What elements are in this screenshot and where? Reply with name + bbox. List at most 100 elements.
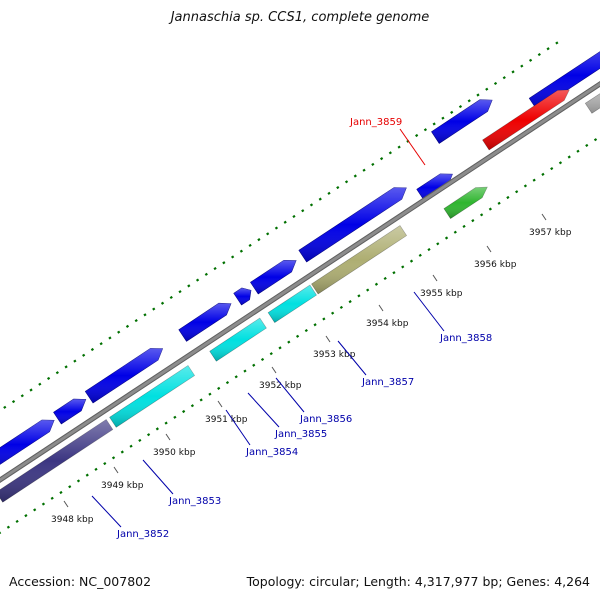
backbone-line-inner [0, 82, 600, 482]
ring-dot [120, 450, 124, 454]
ring-dot [33, 508, 37, 512]
forward-gene-shade [431, 99, 493, 144]
ring-dot [546, 47, 550, 51]
ring-dot [576, 149, 580, 153]
outer-dotted-ring [3, 41, 559, 409]
tick-mark [113, 466, 119, 474]
ring-dot [178, 290, 182, 294]
ring-dot [239, 249, 243, 253]
ring-dot [520, 64, 524, 68]
ring-dot [383, 276, 387, 281]
ring-dot [427, 247, 431, 252]
ring-dot [111, 456, 116, 460]
callout-line [91, 495, 122, 528]
ring-dot [287, 340, 291, 344]
ring-dot [485, 87, 489, 91]
ring-dot [103, 461, 107, 466]
ring-dot [90, 347, 95, 352]
ring-dot [458, 105, 463, 109]
gene-block-shade [311, 225, 407, 294]
tick-label: 3957 kbp [529, 228, 572, 238]
callout-line [275, 377, 305, 413]
ring-dot [550, 166, 554, 171]
ring-dot [248, 243, 252, 247]
ring-dot [208, 392, 212, 396]
ring-dot [309, 203, 314, 207]
forward-gene-shade [178, 303, 231, 342]
ring-dot [567, 155, 571, 159]
gene-label: Jann_3856 [299, 414, 352, 425]
ring-dot [64, 365, 68, 369]
tick-mark [486, 245, 492, 253]
tick-mark [325, 335, 331, 343]
forward-gene-shade [298, 187, 407, 262]
tick-mark [378, 304, 384, 312]
tick-label: 3953 kbp [313, 350, 356, 360]
ring-dot [392, 271, 396, 275]
ring-dot [99, 342, 103, 346]
tick-mark [165, 433, 171, 441]
map-title: Jannaschia sp. CCS1, complete genome [170, 10, 430, 25]
ring-dot [50, 496, 54, 500]
ring-dot [537, 52, 541, 57]
gene-block-shade [268, 285, 317, 323]
ring-dot [231, 255, 235, 259]
ring-dot [117, 330, 121, 334]
forward-strand-genes [0, 51, 600, 465]
ring-dot [73, 359, 77, 363]
ring-dot [327, 191, 331, 195]
ring-dot [213, 266, 217, 271]
ring-dot [357, 294, 361, 298]
ring-dot [506, 195, 510, 200]
ring-dot [41, 502, 46, 506]
ring-dot [450, 110, 454, 114]
ring-dot [225, 381, 230, 385]
gene-label: Jann_3855 [274, 429, 327, 440]
genome-backbone [0, 80, 600, 483]
ring-dot [479, 213, 484, 217]
ring-dot [336, 185, 340, 190]
tick-label: 3952 kbp [259, 381, 302, 391]
gene-block-shade [443, 187, 488, 219]
ring-dot [46, 376, 51, 381]
ring-dot [467, 99, 471, 103]
forward-gene-shade [416, 173, 453, 201]
tick-mark [432, 274, 438, 282]
ring-dot [125, 324, 130, 328]
tick-label: 3948 kbp [51, 515, 94, 525]
ring-dot [371, 162, 375, 167]
callout-line [142, 459, 174, 495]
ring-dot [318, 197, 322, 201]
tick-mark [63, 500, 69, 508]
tick-label: 3956 kbp [474, 260, 517, 270]
ring-dot [108, 336, 112, 340]
ring-dot [304, 328, 308, 333]
ring-dot [274, 226, 279, 230]
ring-dot [362, 168, 366, 172]
ring-dot [353, 174, 357, 178]
forward-gene-shade [85, 348, 163, 403]
ring-dot [3, 405, 7, 409]
forward-gene-shade [53, 399, 86, 424]
ring-dot [266, 232, 270, 236]
ring-dot [138, 438, 142, 443]
ring-dot [366, 288, 370, 292]
ring-dot [160, 301, 165, 305]
callout-line [399, 128, 426, 166]
ring-dot [295, 334, 300, 338]
ring-dot [204, 272, 208, 276]
gene-label: Jann_3857 [361, 377, 414, 388]
tick-label: 3955 kbp [420, 289, 463, 299]
forward-gene-shade [529, 51, 600, 110]
ring-dot [476, 93, 480, 97]
ring-dot [532, 178, 536, 182]
gene-block-shade [209, 318, 267, 362]
ring-dot [453, 230, 457, 234]
gene-block-shade [109, 365, 195, 428]
ring-dot [82, 353, 86, 357]
callout-line [337, 340, 367, 376]
tick-label: 3950 kbp [153, 448, 196, 458]
ring-dot [217, 386, 221, 390]
tick-label: 3949 kbp [101, 481, 144, 491]
